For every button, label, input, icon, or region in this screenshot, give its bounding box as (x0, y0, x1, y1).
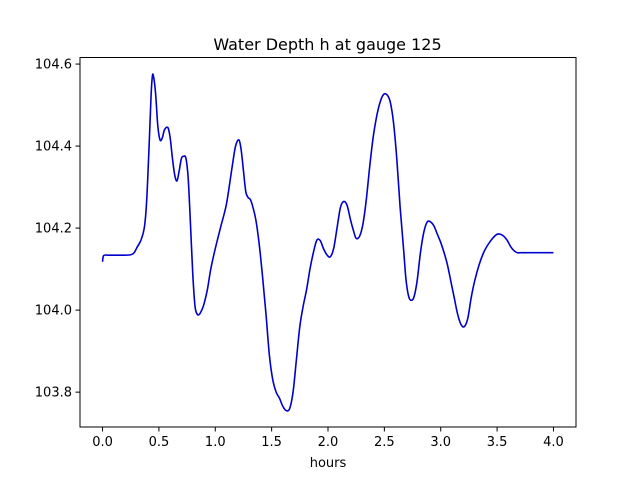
x-tick-label: 3.5 (487, 435, 508, 450)
x-axis-label: hours (310, 456, 347, 471)
y-tick-label: 103.8 (35, 386, 72, 401)
x-tick-label: 0.5 (149, 435, 170, 450)
x-axis-ticks: 0.0 0.5 1.0 1.5 2.0 2.5 3.0 3.5 4.0 (92, 427, 564, 450)
chart-title: Water Depth h at gauge 125 (213, 35, 441, 54)
y-tick-label: 104.6 (35, 58, 72, 73)
x-tick-label: 4.0 (543, 435, 564, 450)
x-tick-label: 2.0 (318, 435, 339, 450)
x-tick-label: 3.0 (430, 435, 451, 450)
x-tick-label: 1.0 (205, 435, 226, 450)
plot-series-group (101, 73, 554, 412)
plot-frame (79, 57, 577, 428)
y-tick-label: 104.2 (35, 222, 72, 237)
x-tick-label: 2.5 (374, 435, 395, 450)
x-tick-label: 1.5 (261, 435, 282, 450)
y-tick-label: 104.0 (35, 304, 72, 319)
y-axis-ticks: 103.8 104.0 104.2 104.4 104.6 (35, 58, 80, 401)
series-line-0 (101, 73, 554, 412)
x-tick-label: 0.0 (92, 435, 113, 450)
y-tick-label: 104.4 (35, 140, 72, 155)
